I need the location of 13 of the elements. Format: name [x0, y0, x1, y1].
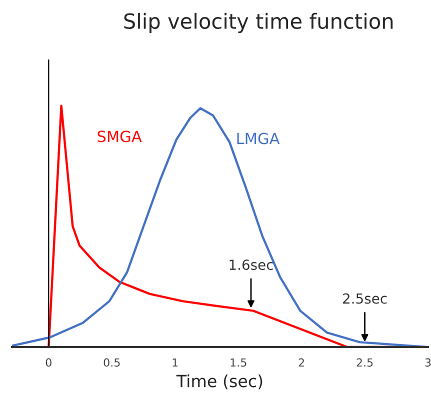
x-axis-title: Time (sec) [176, 374, 262, 390]
x-tick-label: 1.5 [230, 358, 246, 367]
chart-title: Slip velocity time function [124, 12, 393, 34]
x-tick-label: 1 [172, 358, 178, 367]
x-tick-label: 0.5 [104, 358, 120, 367]
text: SMGA [98, 130, 142, 142]
annotation: 2.5sec [343, 293, 387, 304]
x-tick-label: 3 [425, 358, 431, 367]
series-label: LMGA [237, 132, 280, 144]
x-tick-label: 2 [298, 358, 304, 367]
x-tick-label: 2.5 [356, 358, 373, 367]
annotation: 1.6sec [230, 260, 273, 270]
x-tick-label: 0 [46, 358, 52, 367]
